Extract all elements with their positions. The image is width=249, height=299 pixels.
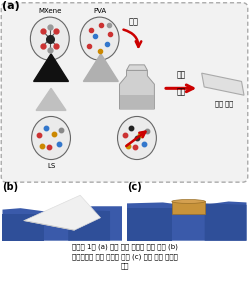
Polygon shape	[127, 208, 172, 241]
Polygon shape	[120, 70, 154, 109]
Polygon shape	[172, 202, 205, 214]
Polygon shape	[202, 73, 244, 95]
Text: 나노 섬유: 나노 섬유	[215, 100, 233, 106]
Text: (c): (c)	[127, 182, 142, 192]
Ellipse shape	[172, 199, 205, 203]
Polygon shape	[126, 65, 147, 70]
Polygon shape	[83, 54, 118, 81]
Circle shape	[80, 17, 119, 60]
Text: LS: LS	[47, 163, 55, 169]
Polygon shape	[68, 210, 110, 241]
Text: MXene: MXene	[38, 8, 62, 14]
Polygon shape	[2, 214, 44, 241]
Polygon shape	[120, 95, 154, 109]
Text: (a): (a)	[2, 1, 20, 11]
Polygon shape	[34, 54, 68, 81]
Polygon shape	[127, 202, 247, 241]
Text: 전기: 전기	[177, 71, 186, 80]
FancyBboxPatch shape	[1, 3, 248, 182]
Text: (b): (b)	[2, 182, 19, 192]
Polygon shape	[24, 195, 101, 230]
Circle shape	[118, 117, 156, 160]
Text: ＜그림 1＞ (a) 유연 압력 센서의 제작 과정 (b)
하이브리드 나노 섬유의 사진 (c) 유연 압력 센서의
사진: ＜그림 1＞ (a) 유연 압력 센서의 제작 과정 (b) 하이브리드 나노 …	[71, 243, 178, 269]
Polygon shape	[2, 206, 122, 241]
Text: 방사: 방사	[177, 87, 186, 96]
Text: PVA: PVA	[93, 8, 106, 14]
Circle shape	[30, 17, 69, 60]
Circle shape	[32, 117, 70, 160]
Polygon shape	[36, 88, 66, 110]
Polygon shape	[205, 203, 247, 241]
Text: 교반: 교반	[128, 17, 138, 26]
